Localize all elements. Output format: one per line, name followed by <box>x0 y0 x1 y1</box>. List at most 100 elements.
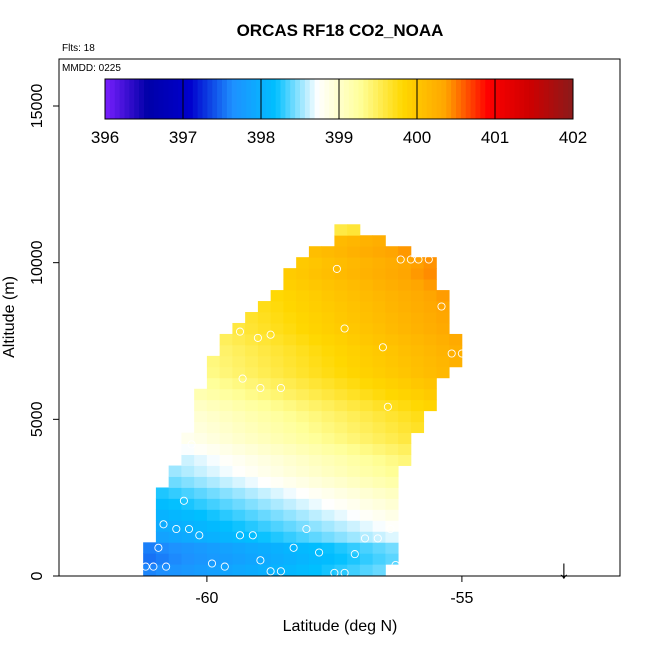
heatmap-cell <box>347 366 361 379</box>
heatmap-cell <box>334 454 348 466</box>
heatmap-cell <box>181 465 195 477</box>
heatmap-cell <box>194 443 208 455</box>
heatmap-cell <box>270 399 284 412</box>
heatmap-cell <box>155 509 170 521</box>
colorbar-segment <box>139 79 145 119</box>
heatmap-cell <box>206 465 221 477</box>
heatmap-cell <box>245 377 259 390</box>
heatmap-cell <box>347 355 361 368</box>
heatmap-cell <box>296 366 310 379</box>
heatmap-cell <box>372 520 386 532</box>
sample-point <box>256 383 265 393</box>
heatmap-cell <box>283 268 297 280</box>
colorbar-segment <box>495 79 501 119</box>
y-axis-label: Altitude (m) <box>1 276 18 358</box>
heatmap-cell <box>270 498 284 510</box>
heatmap-cell <box>423 312 437 324</box>
heatmap-cell <box>449 355 463 368</box>
heatmap-cell <box>245 399 259 412</box>
heatmap-cell <box>270 410 284 423</box>
heatmap-cell <box>155 564 170 576</box>
heatmap-cell <box>410 388 425 401</box>
heatmap-cell <box>347 465 361 477</box>
heatmap-cell <box>308 388 323 401</box>
heatmap-cell <box>245 410 259 423</box>
heatmap-cell <box>232 542 246 554</box>
heatmap-cell <box>423 268 437 280</box>
heatmap-cell <box>283 355 297 368</box>
heatmap-cell <box>257 542 272 554</box>
sample-point <box>266 330 275 339</box>
sample-point <box>373 534 382 543</box>
heatmap-cell <box>168 498 182 510</box>
heatmap-cell <box>359 246 374 258</box>
heatmap-cell <box>321 377 335 390</box>
sample-point <box>276 383 285 393</box>
heatmap-cell <box>245 520 259 532</box>
heatmap-cell <box>257 410 272 423</box>
heatmap-cell <box>206 476 221 488</box>
heatmap-cell <box>308 432 323 445</box>
heatmap-cell <box>385 498 399 510</box>
colorbar-segment <box>192 79 199 119</box>
heatmap-cell <box>219 421 233 434</box>
heatmap-cell <box>385 301 399 313</box>
heatmap-cell <box>283 531 297 543</box>
heatmap-cell <box>270 443 284 455</box>
colorbar-tick-label: 402 <box>559 128 587 147</box>
heatmap-cell <box>245 531 259 543</box>
heatmap-cell <box>283 333 297 346</box>
heatmap-cell <box>219 498 233 510</box>
heatmap-cell <box>181 476 195 488</box>
heatmap-cell <box>372 290 386 302</box>
heatmap-cell <box>347 279 361 291</box>
colorbar-segment <box>563 79 569 119</box>
heatmap-cell <box>385 421 399 434</box>
heatmap-cell <box>385 257 399 269</box>
heatmap-cell <box>321 322 335 335</box>
heatmap-cell <box>321 301 335 313</box>
heatmap-cell <box>321 520 335 532</box>
sample-point <box>266 567 275 576</box>
sample-point <box>320 217 329 226</box>
heatmap-cell <box>296 509 310 521</box>
colorbar-segment <box>485 79 491 119</box>
heatmap-cell <box>296 322 310 335</box>
heatmap-cell <box>372 312 386 324</box>
heatmap-cell <box>423 399 437 412</box>
heatmap-cell <box>359 312 374 324</box>
heatmap-cell <box>398 399 412 412</box>
heatmap-cell <box>232 388 246 401</box>
heatmap-cell <box>410 344 425 357</box>
heatmap-cell <box>410 333 425 346</box>
heatmap-cell <box>372 564 386 576</box>
heatmap-cell <box>410 290 425 302</box>
colorbar-segment <box>251 79 257 119</box>
heatmap-cell <box>436 333 450 346</box>
mmdd-annotation: MMDD: 0225 <box>62 63 121 74</box>
heatmap-cell <box>245 432 259 445</box>
sample-points <box>141 217 466 577</box>
heatmap-cell <box>181 454 195 466</box>
heatmap-cell <box>194 454 208 466</box>
heatmap-cell <box>308 443 323 455</box>
heatmap-cell <box>194 498 208 510</box>
colorbar-segment <box>431 79 438 119</box>
heatmap-cell <box>385 246 399 258</box>
colorbar-segment <box>105 79 111 119</box>
heatmap-cell <box>334 257 348 269</box>
heatmap-cell <box>232 564 246 576</box>
heatmap-cell <box>283 454 297 466</box>
colorbar-segment <box>236 79 243 119</box>
heatmap-cell <box>334 279 348 291</box>
heatmap-cell <box>347 487 361 499</box>
heatmap-cell <box>283 366 297 379</box>
heatmap-cell <box>372 279 386 291</box>
sample-point <box>360 534 370 543</box>
heatmap-cell <box>436 290 450 302</box>
heatmap-cell <box>194 399 208 412</box>
colorbar-segment <box>490 79 496 119</box>
heatmap-cell <box>372 432 386 445</box>
heatmap-cell <box>359 564 374 576</box>
heatmap-cell <box>168 553 182 565</box>
